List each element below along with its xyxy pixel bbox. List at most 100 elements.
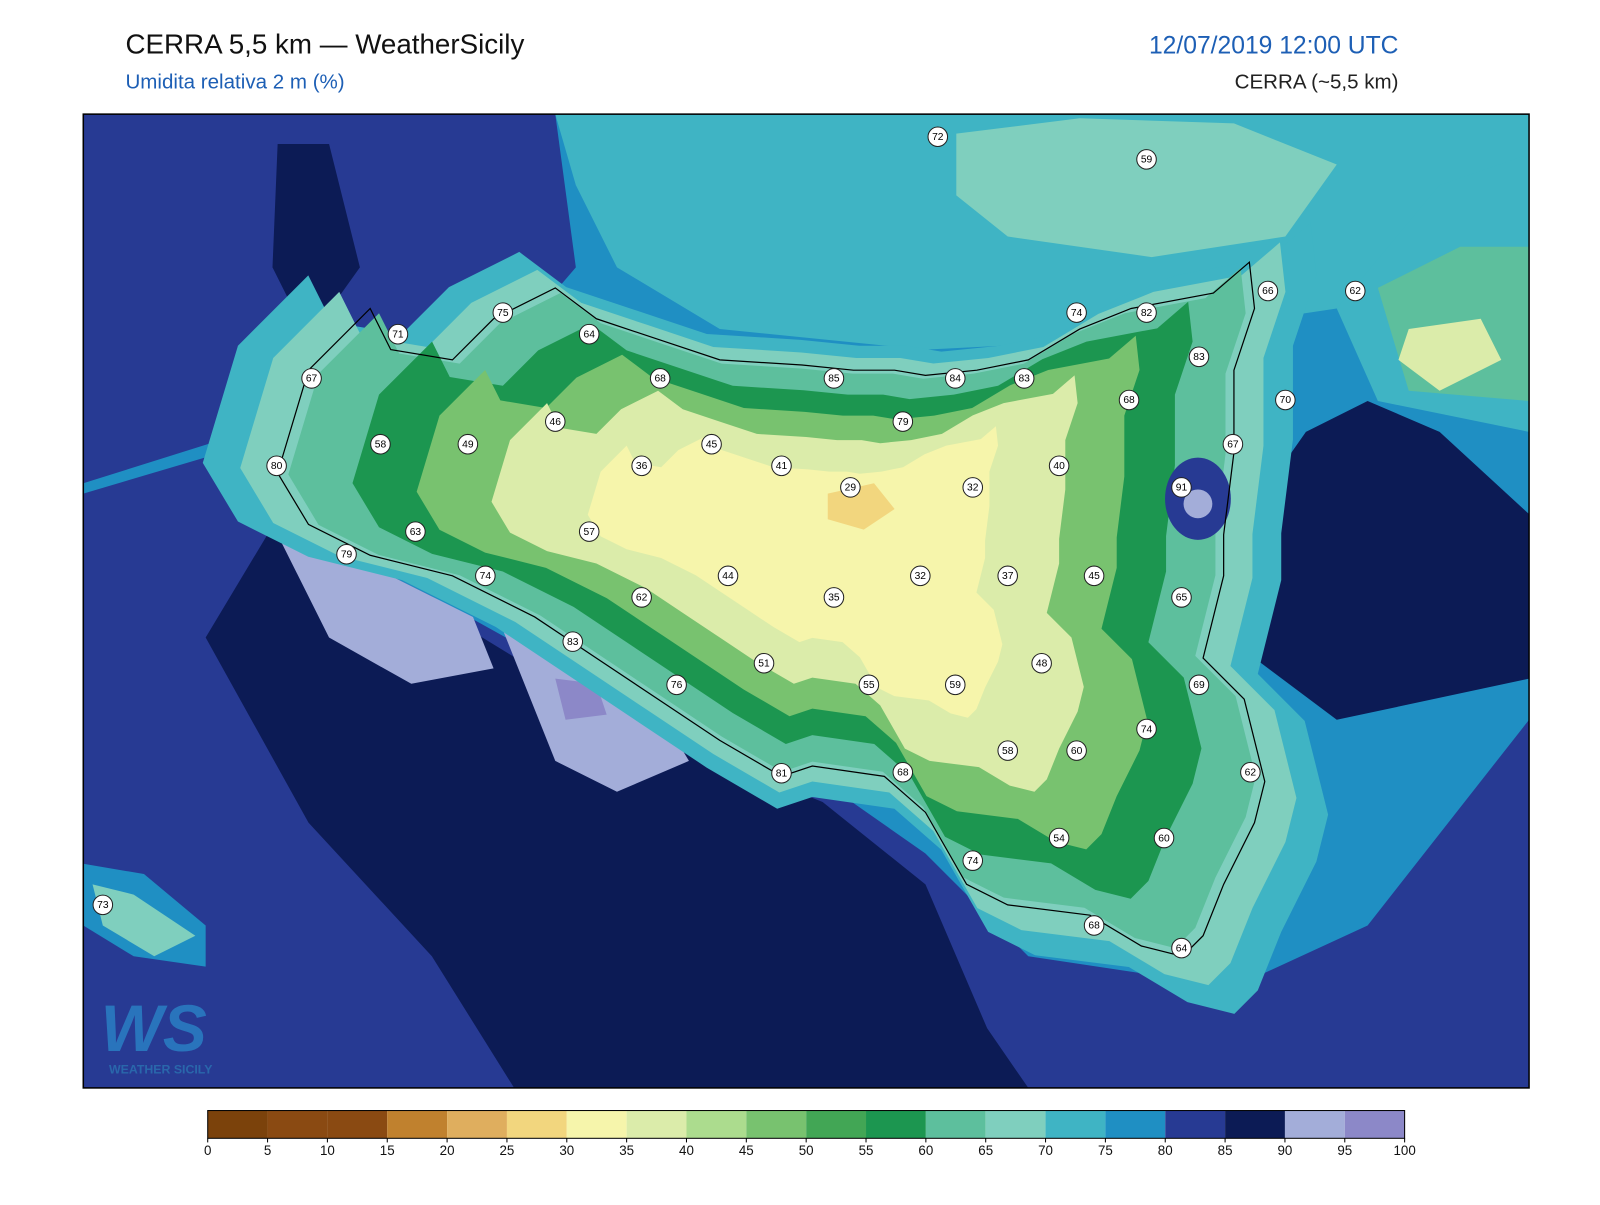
station: 75 [492,302,514,323]
station-value: 84 [950,374,962,385]
station-marker [892,761,914,783]
station: 29 [840,477,861,498]
station: 74 [475,565,496,587]
station: 72 [927,126,949,148]
station-marker [92,894,114,916]
station-marker [666,674,687,696]
station-value: 45 [706,439,718,450]
colorbar-segment [985,1110,1046,1139]
station: 82 [1136,302,1157,323]
station-marker [997,740,1018,761]
colorbar-segment [267,1110,328,1139]
station: 76 [666,674,687,696]
station-marker [1188,346,1210,368]
station-marker [1171,477,1192,498]
station-value: 83 [1193,352,1205,363]
station-marker [1048,455,1070,477]
colorbar-tick-label: 45 [739,1143,754,1158]
station-value: 68 [1123,395,1135,406]
station: 55 [858,674,880,696]
station-value: 64 [583,329,595,340]
station-value: 51 [758,658,770,669]
station-marker [405,521,426,542]
station-value: 37 [1002,571,1014,582]
map: 72 59 66 62 75 64 74 82 71 83 67 68 85 84 83 68 70 46 79 58… [83,114,1530,1088]
station: 64 [1171,937,1192,959]
station: 37 [997,565,1018,587]
colorbar-tick-label: 65 [978,1143,993,1158]
station-marker [1222,433,1244,455]
station-marker [771,455,792,477]
station-marker [823,587,845,608]
colorbar-tick-label: 30 [559,1143,574,1158]
colorbar-segment [207,1110,268,1139]
station: 54 [1048,827,1070,849]
station: 74 [1066,302,1087,323]
station: 79 [336,543,357,565]
station-value: 59 [1141,155,1153,166]
colorbar-tick-label: 100 [1393,1143,1415,1158]
station-value: 74 [967,856,979,867]
colorbar: 0 5 10 15 20 25 30 35 40 45 50 55 60 65 70 75 80 85 90 95 10… [204,1110,1416,1158]
station: 59 [1136,149,1157,170]
colorbar-segment [806,1110,867,1139]
colorbar-tick-label: 20 [440,1143,455,1158]
station-value: 32 [915,571,927,582]
station: 46 [544,411,566,432]
station-marker [578,323,600,345]
station-value: 79 [341,549,353,560]
station-value: 76 [671,680,683,691]
station-marker [892,411,914,432]
station: 63 [405,521,426,542]
station-marker [1048,827,1070,849]
station-value: 58 [1002,746,1014,757]
station-value: 66 [1262,286,1274,297]
station-marker [840,477,861,498]
station-marker [944,368,966,389]
station-marker [336,543,357,565]
station-value: 57 [583,527,595,538]
colorbar-tick-label: 35 [619,1143,634,1158]
station-marker [1118,389,1140,411]
map-frame [82,113,1530,1089]
station-value: 59 [950,680,962,691]
station-value: 70 [1280,395,1292,406]
station-marker [1153,827,1175,849]
station: 60 [1066,740,1087,761]
station: 83 [1013,368,1035,389]
station-value: 60 [1158,833,1170,844]
station-value: 45 [1088,571,1100,582]
station-value: 63 [410,527,422,538]
station-marker [1171,937,1192,959]
station: 70 [1275,389,1296,411]
station-value: 68 [1088,921,1100,932]
station-value: 75 [497,308,509,319]
station: 65 [1171,587,1192,608]
station-value: 62 [1350,286,1362,297]
station-value: 72 [932,132,944,143]
station: 36 [631,455,652,477]
station-marker [1136,718,1157,740]
station-marker [649,368,671,389]
station-value: 65 [1176,593,1188,604]
sea-band [956,118,1337,258]
station: 66 [1257,280,1279,302]
station-marker [771,762,792,784]
station-value: 36 [636,461,648,472]
station: 62 [1240,761,1261,783]
station: 59 [944,674,966,696]
sea-band [1183,489,1213,519]
station-marker [701,433,722,455]
station-value: 69 [1193,680,1205,691]
station-marker [1066,302,1087,323]
station: 60 [1153,827,1175,849]
sea-band [92,884,196,957]
colorbar-segment [626,1110,687,1139]
station: 49 [457,433,479,455]
colorbar-tick-label: 75 [1098,1143,1113,1158]
colorbar-tick-label: 5 [264,1143,271,1158]
station-marker [858,674,880,696]
station-value: 48 [1036,658,1048,669]
station-value: 64 [1176,943,1188,954]
station: 48 [1031,652,1052,674]
